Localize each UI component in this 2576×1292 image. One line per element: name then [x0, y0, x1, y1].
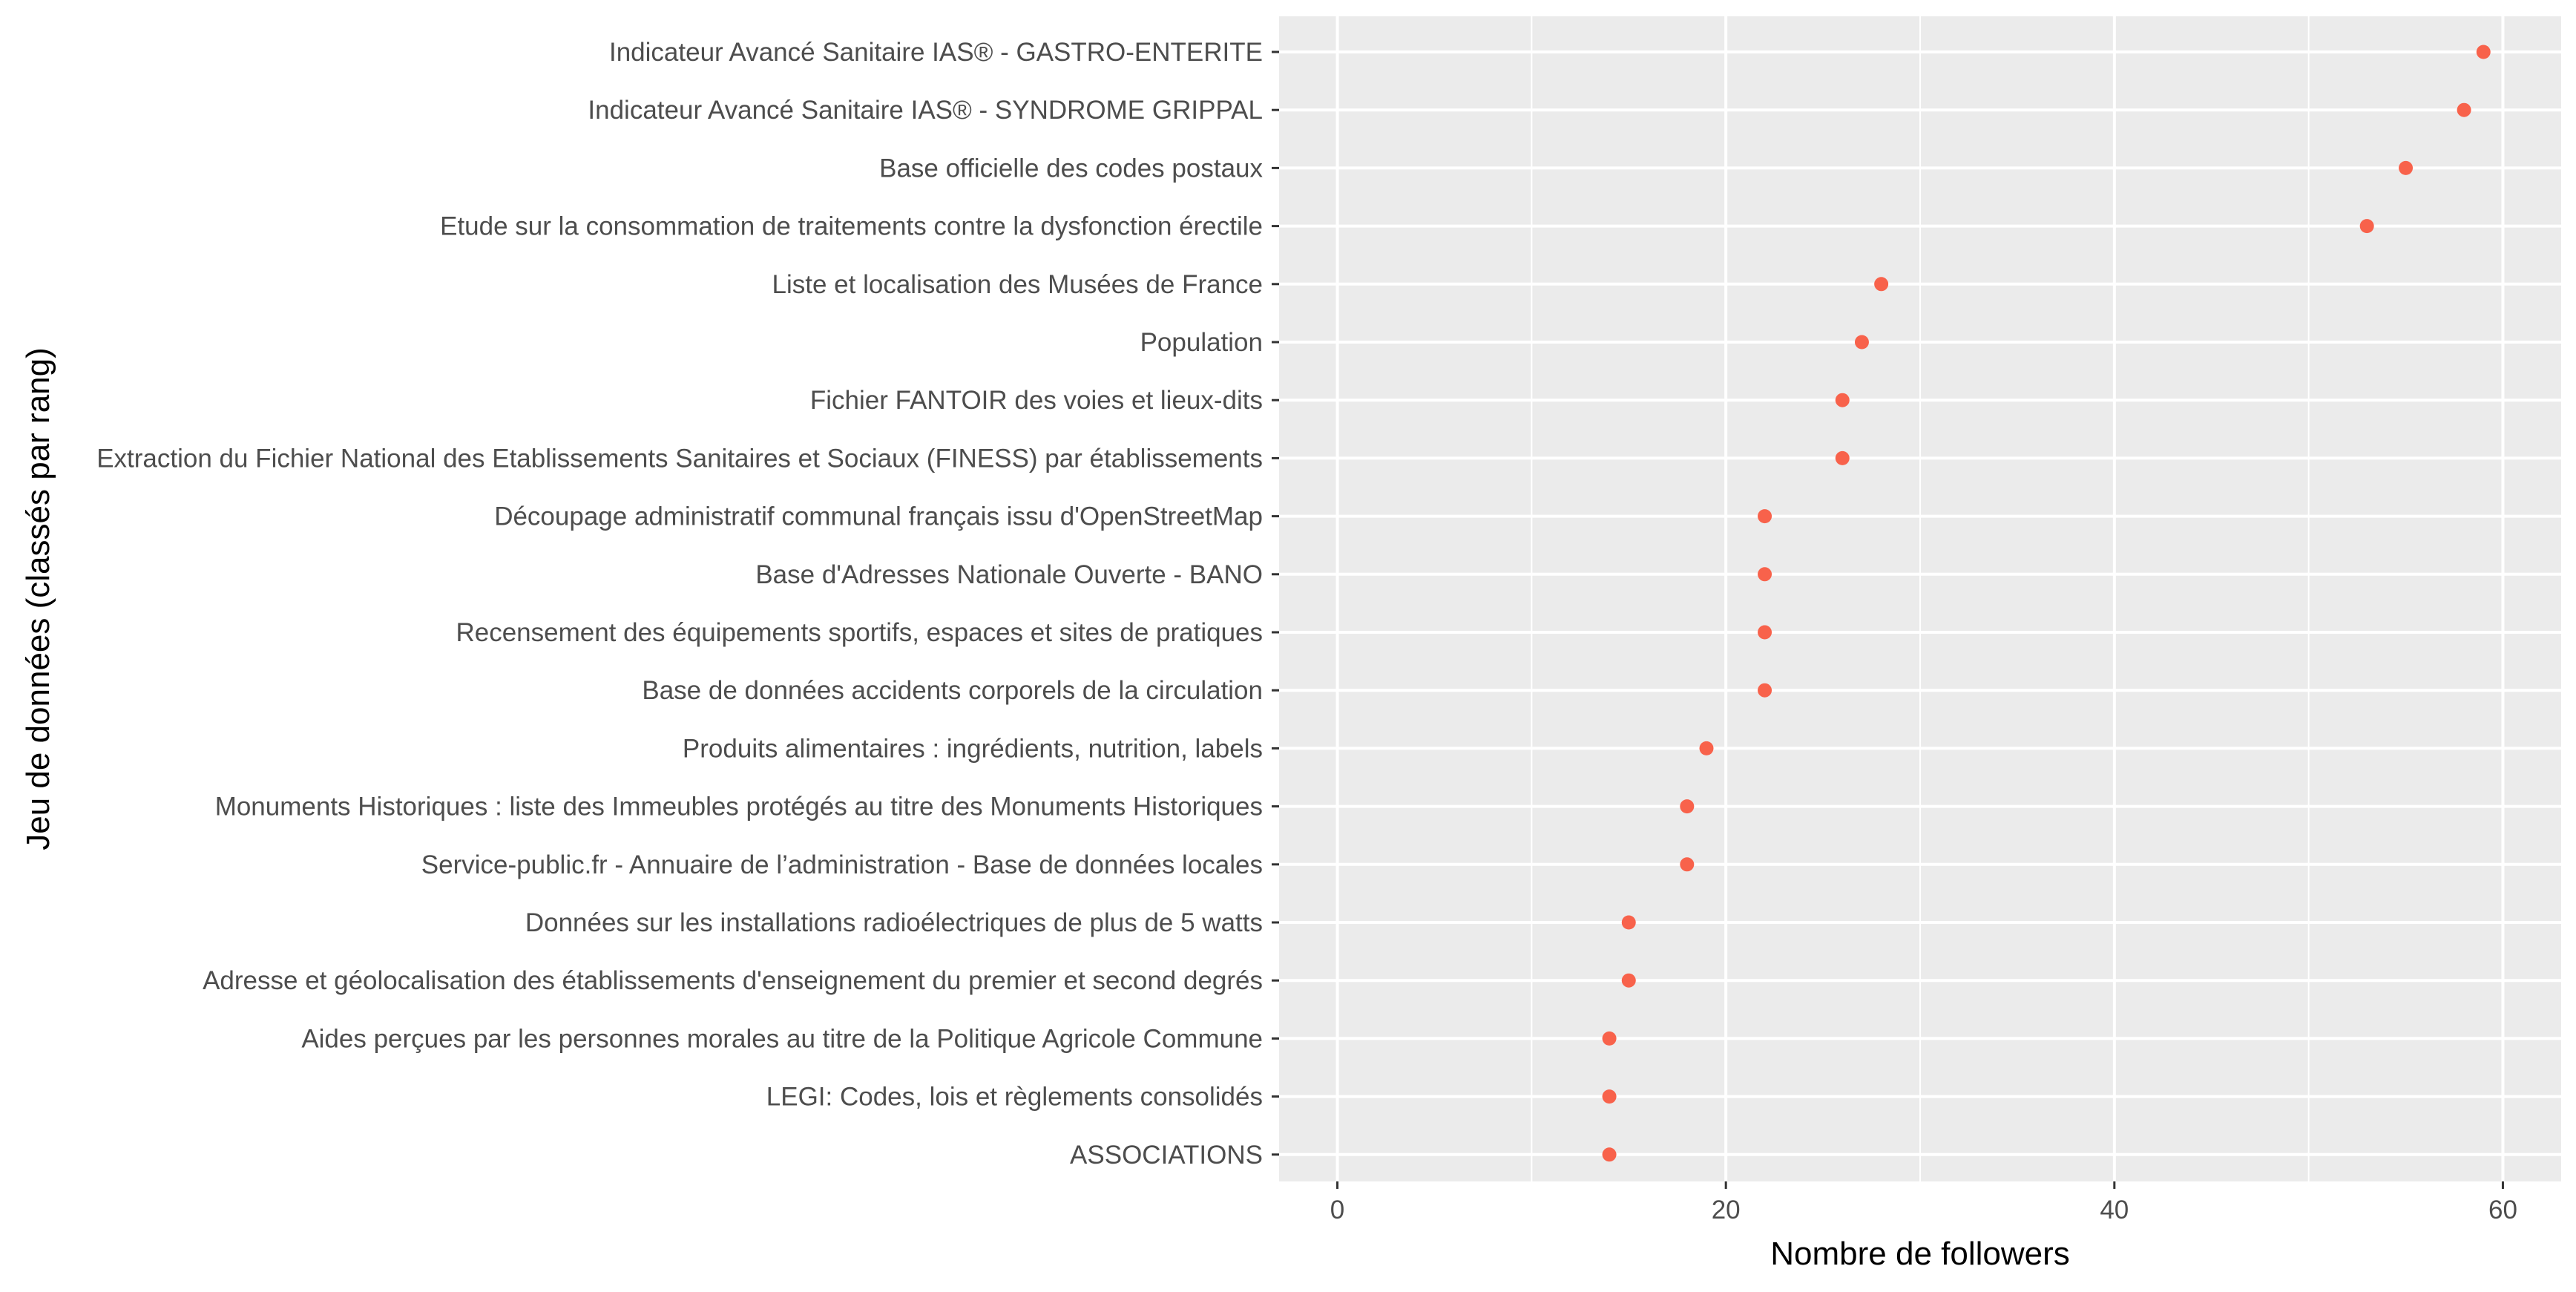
- data-point: [1758, 625, 1772, 640]
- x-tick-label: 20: [1712, 1196, 1741, 1224]
- y-tick-label: Fichier FANTOIR des voies et lieux-dits: [810, 386, 1263, 415]
- x-tick-label: 40: [2100, 1196, 2129, 1224]
- y-axis-title: Jeu de données (classés par rang): [20, 347, 56, 850]
- data-point: [1758, 683, 1772, 698]
- data-point: [1621, 915, 1636, 930]
- data-point: [1758, 509, 1772, 524]
- y-tick-label: Produits alimentaires : ingrédients, nut…: [683, 734, 1263, 763]
- y-tick-label: Indicateur Avancé Sanitaire IAS® - SYNDR…: [588, 96, 1263, 125]
- y-tick-label: ASSOCIATIONS: [1070, 1141, 1263, 1170]
- data-point: [1874, 277, 1889, 292]
- x-tick-label: 60: [2488, 1196, 2517, 1224]
- axis-ticks: [1272, 50, 2504, 1189]
- y-tick-label: Etude sur la consommation de traitements…: [440, 212, 1263, 241]
- data-point: [2359, 219, 2374, 234]
- data-points: [1602, 45, 2491, 1162]
- data-point: [1835, 393, 1850, 407]
- data-point: [1854, 335, 1869, 350]
- x-axis-title: Nombre de followers: [1770, 1236, 2070, 1272]
- data-point: [2476, 45, 2491, 59]
- data-point: [1758, 567, 1772, 582]
- data-point: [1680, 857, 1695, 872]
- y-tick-label: Données sur les installations radioélect…: [525, 908, 1263, 937]
- y-tick-label: Découpage administratif communal françai…: [494, 502, 1263, 531]
- y-tick-label: LEGI: Codes, lois et règlements consolid…: [766, 1083, 1263, 1112]
- data-point: [2457, 102, 2471, 117]
- y-tick-label: Aides perçues par les personnes morales …: [301, 1024, 1263, 1053]
- data-point: [1602, 1031, 1617, 1046]
- y-tick-label: Extraction du Fichier National des Etabl…: [96, 444, 1263, 473]
- y-tick-label: Base de données accidents corporels de l…: [642, 676, 1263, 705]
- y-tick-label: Liste et localisation des Musées de Fran…: [772, 270, 1263, 299]
- y-tick-label: Indicateur Avancé Sanitaire IAS® - GASTR…: [609, 38, 1263, 67]
- data-point: [1835, 450, 1850, 465]
- data-point: [2399, 160, 2414, 175]
- data-point: [1621, 973, 1636, 988]
- x-tick-labels: 0 20 40 60: [1330, 1196, 2517, 1224]
- y-tick-label: Base d'Adresses Nationale Ouverte - BANO: [755, 560, 1263, 589]
- y-tick-label: Adresse et géolocalisation des établisse…: [203, 966, 1263, 995]
- y-tick-label: Recensement des équipements sportifs, es…: [456, 618, 1263, 647]
- data-point: [1602, 1089, 1617, 1104]
- y-tick-labels: Indicateur Avancé Sanitaire IAS® - GASTR…: [96, 38, 1263, 1170]
- x-tick-label: 0: [1330, 1196, 1344, 1224]
- y-tick-label: Service-public.fr - Annuaire de l’admini…: [421, 850, 1263, 879]
- y-tick-label: Monuments Historiques : liste des Immeub…: [215, 793, 1263, 822]
- data-point: [1680, 799, 1695, 814]
- data-point: [1699, 741, 1714, 755]
- y-tick-label: Population: [1140, 328, 1263, 357]
- y-tick-label: Base officielle des codes postaux: [879, 154, 1263, 183]
- grid-lines: [1279, 16, 2561, 1181]
- data-point: [1602, 1147, 1617, 1162]
